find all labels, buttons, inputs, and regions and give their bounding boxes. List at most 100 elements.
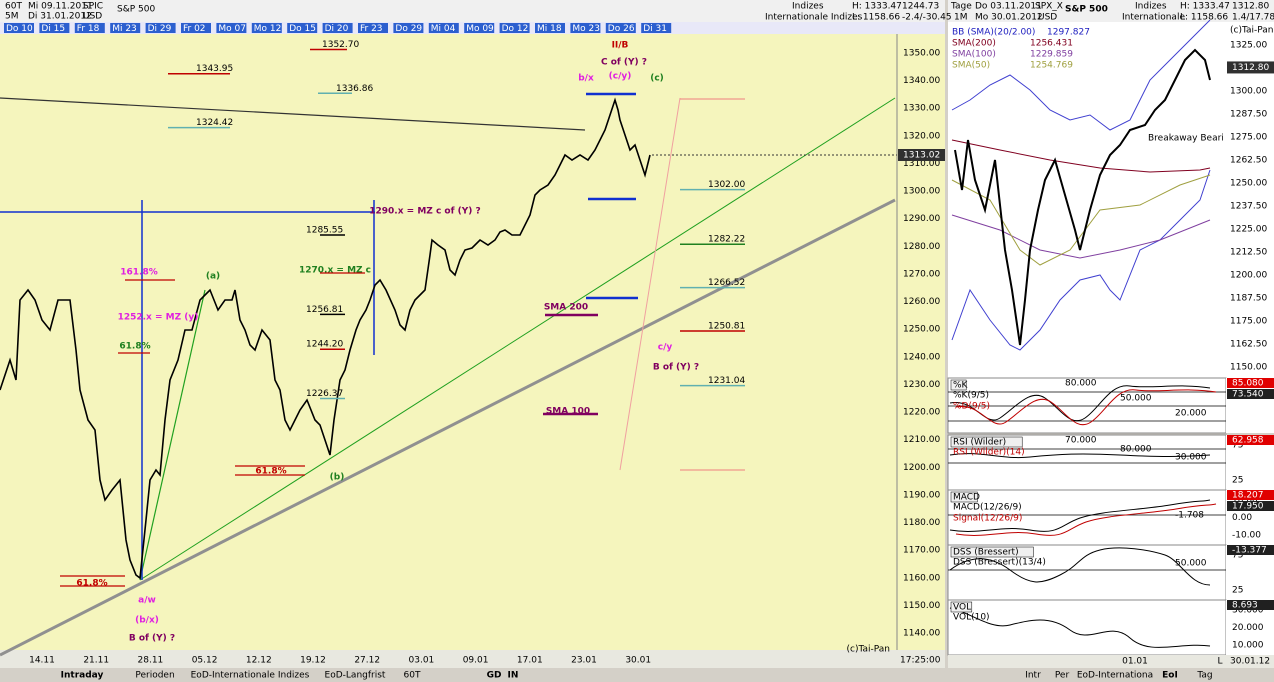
header-text: -2.4/-30.45: [902, 13, 952, 23]
y-tick-label: 1150.00: [1230, 363, 1267, 373]
annotation: 1290.x = MZ c of (Y) ?: [369, 207, 481, 217]
y-tick-label: 1287.50: [1230, 110, 1267, 120]
chart-note: Breakaway Beari: [1148, 134, 1224, 144]
pane-level-label: 30.000: [1175, 453, 1207, 463]
tab[interactable]: EoD-Internationa: [1077, 671, 1153, 681]
header-text: 60T: [5, 2, 22, 12]
value-box: [322, 23, 353, 33]
tab[interactable]: EoI: [1162, 671, 1178, 681]
value-box: [1227, 61, 1274, 74]
date-tab: Mo 23: [572, 24, 600, 34]
header-text: H: 1333.47: [852, 2, 902, 12]
trend-line: [0, 97, 586, 131]
legend-value: 1256.431: [1030, 39, 1073, 49]
side-x-axis: [948, 655, 1274, 668]
date-tab: Mo 09: [466, 24, 494, 34]
level-label: 1282.22: [708, 235, 745, 245]
annotation: a/w: [138, 596, 156, 606]
x-tick-label: 09.01: [463, 656, 489, 666]
value-box: [1227, 501, 1274, 511]
pane-label: MACD(12/26/9): [953, 503, 1022, 513]
side-axis-strip: [1226, 22, 1274, 378]
level-label: 1256.81: [306, 305, 343, 315]
pane-label: %D(9/5): [953, 402, 990, 412]
value-box: [605, 23, 636, 33]
y-tick-label: 1330.00: [903, 104, 940, 114]
y-tick-label: 1300.00: [1230, 87, 1267, 97]
y-tick-label: 1250.00: [903, 325, 940, 335]
x-tick-label: 19.12: [300, 656, 326, 666]
header-text: Do 03.11.2011: [975, 2, 1042, 12]
annotation: 1252.x = MZ (y): [118, 313, 199, 323]
annotation: c/y: [658, 343, 673, 353]
pane-level-label: 50.000: [1175, 559, 1207, 569]
pane-tick: 10.00: [1232, 496, 1258, 506]
value-box: [428, 23, 459, 33]
annotation: b/x: [578, 74, 594, 84]
tab[interactable]: GD: [487, 671, 502, 681]
tab[interactable]: 60T: [404, 671, 421, 681]
x-tick-label: 14.11: [29, 656, 55, 666]
pane-title: RSI (Wilder): [953, 438, 1006, 448]
pane-title: VOL: [953, 603, 971, 613]
header-text: USD: [1038, 13, 1057, 23]
legend-value: 1229.859: [1030, 50, 1073, 60]
y-tick-label: 1170.00: [903, 546, 940, 556]
y-tick-label: 1190.00: [903, 490, 940, 500]
level-label: 1231.04: [708, 376, 745, 386]
annotation: 1270.x = MZ c: [299, 266, 371, 276]
pane-tick: 75: [1232, 441, 1243, 451]
value-box: [287, 23, 318, 33]
y-tick-label: 1275.00: [1230, 133, 1267, 143]
annotation: (b/x): [135, 616, 159, 626]
annotation: C of (Y) ?: [601, 58, 647, 68]
pane-level-label: 50.000: [1120, 394, 1152, 404]
tab[interactable]: IN: [508, 671, 519, 681]
tab[interactable]: Per: [1055, 671, 1070, 681]
tab[interactable]: Intr: [1025, 671, 1041, 681]
annotation: (c): [650, 74, 664, 84]
date-tab: Di 15: [41, 24, 65, 34]
legend-value: 1254.769: [1030, 61, 1073, 71]
level-label: 1266.52: [708, 278, 745, 288]
value-box: [898, 149, 945, 161]
value-box: [216, 23, 247, 33]
y-tick-label: 1300.00: [903, 187, 940, 197]
pane-tick: -10.00: [1232, 531, 1261, 541]
side-header: [948, 0, 1274, 22]
date-tab: Mo 07: [218, 24, 246, 34]
header-text: 1312.80: [1232, 2, 1269, 12]
x-tick-label: 12.12: [246, 656, 272, 666]
tab[interactable]: Perioden: [135, 671, 174, 681]
header-text: USD: [83, 12, 102, 22]
tab[interactable]: Tag: [1196, 671, 1212, 681]
value-box: [1227, 490, 1274, 500]
sma-200: [951, 139, 1211, 173]
pane-level-label: 80.000: [1065, 379, 1097, 389]
tab[interactable]: EoD-Langfrist: [325, 671, 386, 681]
y-tick-label: 1162.50: [1230, 340, 1267, 350]
level-label: 1324.42: [196, 118, 233, 128]
tab[interactable]: EoD-Internationale Indizes: [191, 671, 310, 681]
level-label: 1302.00: [708, 180, 745, 190]
y-tick-label: 1240.00: [903, 352, 940, 362]
header-text: S&P 500: [117, 5, 155, 15]
date-tab: Do 29: [395, 24, 422, 34]
value-box: [641, 23, 672, 33]
legend-label: BB (SMA)(20/2.00): [952, 28, 1035, 38]
legend-value: 1297.827: [1047, 28, 1090, 38]
pane-title-box: [950, 601, 973, 613]
y-tick-label: 1200.00: [1230, 271, 1267, 281]
trend-line: [139, 97, 896, 581]
pane-title-box: [950, 546, 1034, 558]
header-text: L: 1158.66: [852, 13, 900, 23]
x-tick-label: 30.01.12: [1230, 657, 1270, 667]
tab[interactable]: Intraday: [61, 671, 104, 681]
pane-label: VOL(10): [953, 613, 990, 623]
value-box: [39, 23, 70, 33]
indicator-line: [949, 453, 1211, 459]
date-tab: Do 15: [289, 24, 316, 34]
indicator-signal: [955, 503, 1217, 536]
x-tick-label: 23.01: [571, 656, 597, 666]
